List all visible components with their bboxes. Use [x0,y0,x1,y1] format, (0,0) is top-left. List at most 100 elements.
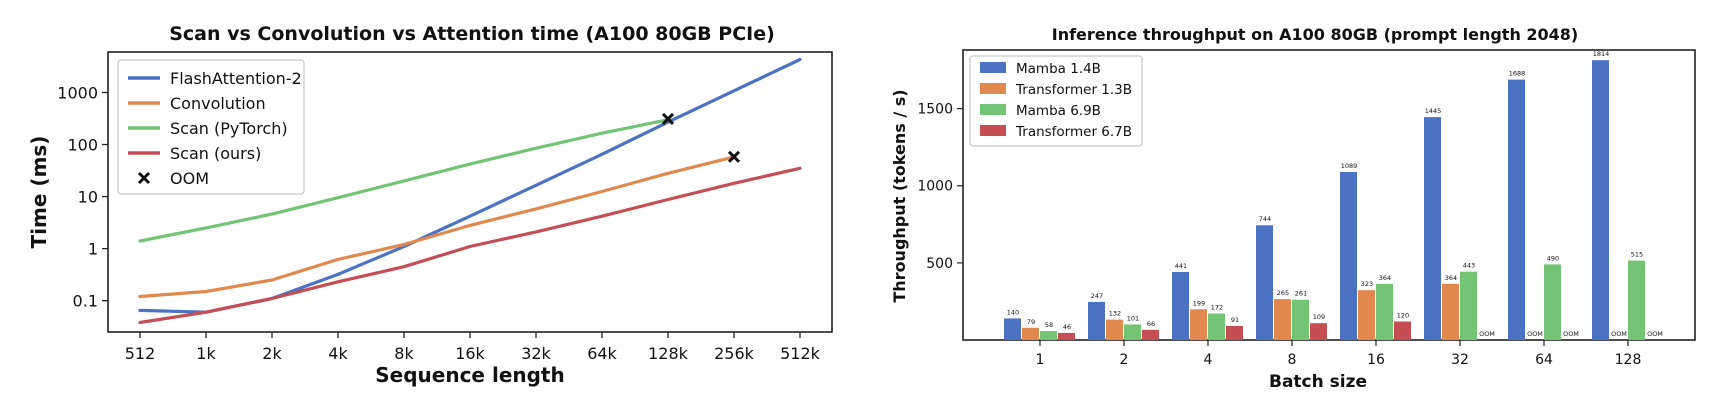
chart1-x-tick-label: 256k [714,344,755,363]
chart2-title: Inference throughput on A100 80GB (promp… [1052,25,1579,44]
chart1-y-tick-label: 1000 [57,83,98,102]
bar-value-label: 140 [1007,308,1019,316]
bar-value-label: 490 [1547,254,1559,262]
chart1-x-tick-label: 4k [328,344,348,363]
bar-oom-label: OOM [1479,330,1495,338]
chart1-x-tick-label: 512 [125,344,156,363]
oom-marker-256k [727,150,741,163]
bar-value-label: 91 [1231,316,1239,324]
chart1-title: Scan vs Convolution vs Attention time (A… [169,23,775,45]
chart2-y-tick-label: 500 [926,256,953,272]
bar-mamba-6-9b-batch-8 [1292,299,1309,340]
bar-value-label: 261 [1295,290,1307,298]
legend-swatch-mamba-6-9b [980,104,1006,115]
bar-mamba-1-4b-batch-4 [1172,271,1189,340]
bar-value-label: 172 [1211,303,1223,311]
chart1-x-tick-label: 2k [262,344,282,363]
bar-value-label: 132 [1109,310,1121,318]
line-convolution [138,155,736,299]
bar-oom-label: OOM [1527,330,1543,338]
chart1-legend: FlashAttention-2 Convolution Scan (PyTorch… [117,59,305,195]
bar-mamba-1-4b-batch-8 [1256,225,1273,340]
bar-value-label: 323 [1361,280,1373,288]
bar-transformer-1-3b-batch-4 [1190,309,1207,340]
bar-transformer-6-7b-batch-8 [1310,323,1327,340]
chart2-x-tick-label: 128 [1615,352,1642,368]
bar-value-label: 364 [1445,274,1457,282]
bar-mamba-1-4b-batch-16 [1340,172,1357,340]
line-scan-pytorch [138,118,670,243]
bar-value-label: 247 [1091,292,1103,300]
bar-value-label: 443 [1463,262,1475,270]
chart2-x-axis: 1 2 4 8 16 32 64 128 [1036,340,1642,368]
bar-transformer-1-3b-batch-16 [1358,290,1375,340]
latency-line-chart: Scan vs Convolution vs Attention time (A… [27,23,833,387]
bar-value-label: 1089 [1341,162,1358,170]
bar-mamba-1-4b-batch-64 [1508,79,1525,341]
legend-label-flashattention-2: FlashAttention-2 [170,69,302,88]
bar-transformer-1-3b-batch-8 [1274,299,1291,340]
legend-label-mamba-6-9b: Mamba 6.9B [1016,103,1101,119]
bar-value-label: 265 [1277,289,1289,297]
chart2-x-tick-label: 32 [1451,352,1469,368]
chart2-y-tick-label: 1500 [917,102,953,118]
bar-oom-label: OOM [1563,330,1579,338]
legend-swatch-transformer-6-7b [980,125,1006,136]
bar-mamba-1-4b-batch-1 [1004,318,1021,340]
bar-mamba-1-4b-batch-32 [1424,117,1441,340]
bar-mamba-6-9b-batch-64 [1544,264,1561,340]
bar-value-label: 744 [1259,215,1271,223]
legend-label-transformer-1-3b: Transformer 1.3B [1015,82,1132,98]
bar-value-label: 58 [1045,321,1053,329]
chart1-y-tick-label: 1 [88,240,98,259]
chart1-x-tick-label: 64k [587,344,617,363]
chart2-y-axis: 500 1000 1500 [917,102,963,272]
legend-label-convolution: Convolution [170,94,266,113]
legend-swatch-oom [137,171,151,185]
bar-mamba-6-9b-batch-16 [1376,283,1393,340]
chart1-series [138,57,802,325]
bar-transformer-6-7b-batch-16 [1394,321,1411,340]
line-scan-ours [138,166,802,325]
legend-swatch-transformer-1-3b [980,83,1006,94]
chart2-x-tick-label: 4 [1204,352,1213,368]
oom-marker-128k [661,112,675,126]
chart2-x-tick-label: 64 [1535,352,1553,368]
bar-transformer-1-3b-batch-1 [1022,327,1039,340]
bar-mamba-6-9b-batch-1 [1040,331,1057,340]
bar-mamba-6-9b-batch-128 [1628,260,1645,340]
bar-mamba-6-9b-batch-32 [1460,271,1477,340]
chart1-y-tick-label: 10 [78,188,98,207]
chart2-bars: 140 79 58 46 247 132 101 66 441 199 172 91 744 265 261… [1004,50,1663,341]
bar-oom-label: OOM [1611,330,1627,338]
bar-value-label: 46 [1063,323,1071,331]
chart2-y-tick-label: 1000 [917,179,953,195]
bar-value-label: 109 [1313,313,1325,321]
bar-value-label: 1688 [1509,70,1526,78]
bar-value-label: 79 [1027,318,1035,326]
chart1-y-tick-label: 100 [67,136,98,155]
bar-mamba-1-4b-batch-128 [1592,60,1609,341]
chart1-x-tick-label: 8k [394,344,414,363]
bar-transformer-6-7b-batch-2 [1142,329,1159,340]
bar-value-label: 364 [1379,274,1391,282]
chart1-legend-box [117,59,305,195]
bar-value-label: 515 [1631,251,1643,259]
chart1-x-tick-label: 512k [780,344,821,363]
chart1-x-label: Sequence length [375,363,564,387]
chart1-y-label: Time (ms) [27,136,51,249]
chart1-y-tick-label: 0.1 [73,292,98,311]
bar-mamba-1-4b-batch-2 [1088,301,1105,340]
chart2-x-label: Batch size [1269,372,1367,392]
chart1-x-axis: 512 1k 2k 4k 8k 16k 32k 64k 128k 256k 512k [125,332,821,363]
bar-value-label: 1814 [1593,50,1610,58]
chart1-x-tick-label: 128k [648,344,689,363]
bar-transformer-6-7b-batch-4 [1226,325,1243,340]
chart1-y-axis: 0.1 1 10 100 1000 [57,83,108,311]
chart2-x-tick-label: 16 [1367,352,1385,368]
throughput-bar-chart: Inference throughput on A100 80GB (promp… [890,25,1696,392]
chart2-x-tick-label: 1 [1036,352,1045,368]
bar-transformer-6-7b-batch-1 [1058,332,1075,340]
bar-value-label: 101 [1127,314,1139,322]
